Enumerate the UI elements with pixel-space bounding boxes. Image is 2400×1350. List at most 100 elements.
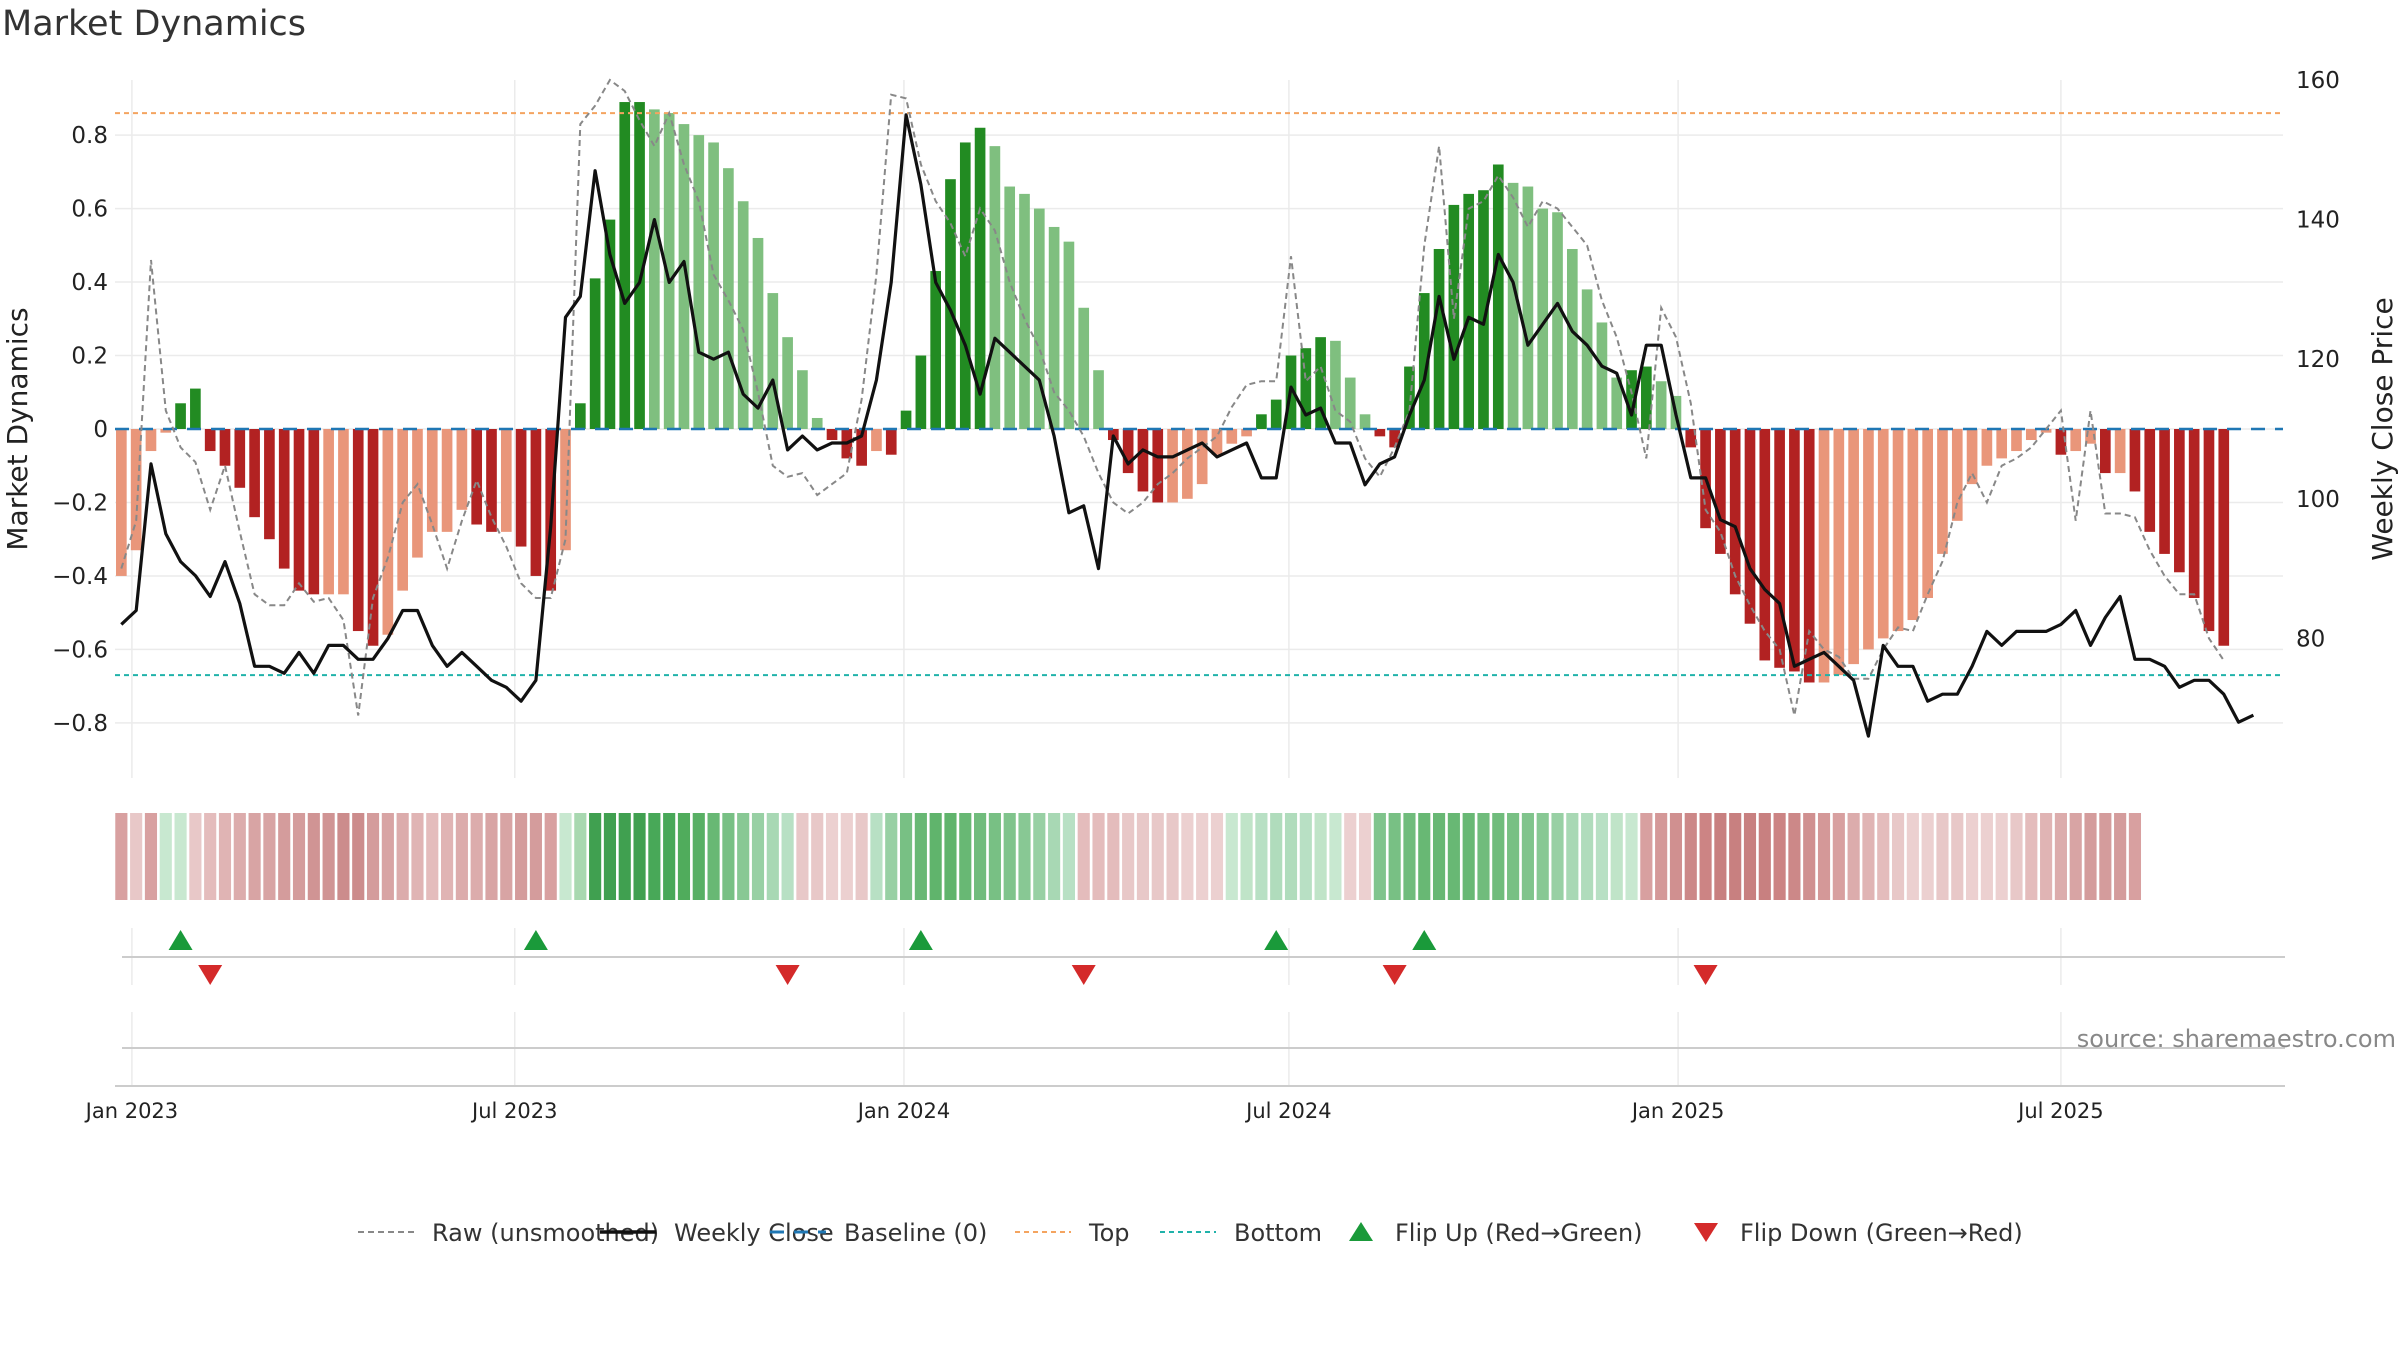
regime-cell: [1773, 813, 1786, 900]
regime-cell: [781, 813, 794, 900]
regime-cell: [618, 813, 631, 900]
regime-cell: [1862, 813, 1875, 900]
regime-cell: [1877, 813, 1890, 900]
dynamics-bar: [2025, 429, 2037, 441]
regime-cell: [574, 813, 587, 900]
regime-cell: [1536, 813, 1549, 900]
flip-up-marker: [908, 930, 933, 950]
regime-cell: [1966, 813, 1979, 900]
legend-item: Flip Down (Green→Red): [1694, 1219, 2023, 1247]
regime-cell: [959, 813, 972, 900]
regime-cell: [1344, 813, 1357, 900]
dynamics-bar: [1152, 429, 1164, 503]
flip-up-marker: [523, 930, 548, 950]
dynamics-bar: [589, 278, 601, 429]
regime-cell: [544, 813, 557, 900]
regime-cell: [589, 813, 602, 900]
x-tick-label: Jan 2025: [1630, 1099, 1725, 1123]
dynamics-bar: [1463, 193, 1475, 429]
regime-cell: [707, 813, 720, 900]
y-tick-label: −0.8: [52, 711, 108, 737]
regime-cell: [648, 813, 661, 900]
dynamics-bar: [1167, 429, 1178, 503]
regime-cell: [2010, 813, 2023, 900]
regime-cell: [1151, 813, 1164, 900]
dynamics-bar: [2099, 429, 2111, 474]
dynamics-bar: [811, 417, 823, 429]
regime-cell: [337, 813, 350, 900]
regime-cell: [426, 813, 439, 900]
regime-cell: [559, 813, 572, 900]
regime-cell: [1507, 813, 1520, 900]
regime-cell: [1270, 813, 1283, 900]
dynamics-bar: [264, 429, 275, 540]
dynamics-bar: [1122, 429, 1134, 474]
regime-cell: [1003, 813, 1016, 900]
regime-cell: [663, 813, 676, 900]
dynamics-bar: [2114, 429, 2126, 474]
regime-cell: [529, 813, 542, 900]
regime-cell: [796, 813, 809, 900]
x-tick-label: Jul 2023: [470, 1099, 557, 1123]
dynamics-bar: [190, 388, 201, 429]
legend-swatch: [1349, 1222, 1373, 1241]
regime-cell: [1891, 813, 1905, 900]
regime-cell: [1921, 813, 1934, 900]
dynamics-bar: [1048, 226, 1060, 429]
dynamics-bar: [1478, 190, 1489, 429]
dynamics-bar: [604, 219, 616, 429]
y2-tick-label: 140: [2296, 208, 2340, 234]
regime-cell: [1092, 813, 1105, 900]
dynamics-bar: [885, 429, 897, 455]
regime-cell: [1403, 813, 1416, 900]
regime-cell: [1329, 813, 1342, 900]
dynamics-bar: [1937, 429, 1948, 554]
dynamics-bar: [1137, 429, 1149, 492]
legend-label: Top: [1088, 1219, 1130, 1247]
regime-cell: [692, 813, 705, 900]
flip-down-marker: [1693, 965, 1718, 985]
source-label: source: sharemaestro.com: [2077, 1025, 2396, 1053]
dynamics-bar: [1566, 248, 1578, 429]
dynamics-bar: [1359, 414, 1371, 429]
dynamics-bar: [915, 355, 927, 429]
dynamics-bar: [352, 429, 364, 632]
regime-cell: [1447, 813, 1460, 900]
regime-cell: [825, 813, 839, 900]
dynamics-bar: [515, 429, 527, 547]
flip-down-marker: [198, 965, 223, 985]
dynamics-bar: [1552, 212, 1563, 429]
flip-up-marker: [168, 930, 193, 950]
dynamics-bar: [1774, 429, 1785, 668]
regime-cell: [1788, 813, 1801, 900]
dynamics-bar: [2203, 429, 2215, 632]
dynamics-bar: [574, 403, 586, 429]
legend-item: Flip Up (Red→Green): [1349, 1219, 1643, 1247]
regime-cell: [1210, 813, 1224, 900]
y-tick-label: 0.8: [71, 123, 108, 149]
dynamics-bar: [634, 102, 645, 429]
y-tick-label: −0.2: [52, 490, 108, 516]
dynamics-bar: [767, 293, 779, 429]
regime-cell: [1373, 813, 1386, 900]
regime-cell: [2069, 813, 2082, 900]
regime-cell: [1581, 813, 1594, 900]
dynamics-bar: [1863, 429, 1874, 650]
regime-cell: [2025, 813, 2038, 900]
dynamics-bar: [1315, 337, 1326, 429]
regime-cell: [292, 813, 306, 900]
regime-cell: [914, 813, 927, 900]
legend-label: Flip Down (Green→Red): [1740, 1219, 2023, 1247]
regime-cell: [2084, 813, 2097, 900]
dynamics-bar: [945, 179, 956, 429]
dynamics-bar: [1685, 429, 1697, 448]
flip-panel: [122, 930, 2285, 985]
dynamics-bar: [1270, 399, 1282, 429]
dynamics-bar: [219, 429, 231, 466]
dynamics-bar: [1848, 429, 1859, 665]
dynamics-bar: [1507, 182, 1519, 429]
regime-cell: [1477, 813, 1490, 900]
regime-cell: [1225, 813, 1238, 900]
regime-cell: [1699, 813, 1712, 900]
dynamics-bar: [1404, 366, 1415, 429]
